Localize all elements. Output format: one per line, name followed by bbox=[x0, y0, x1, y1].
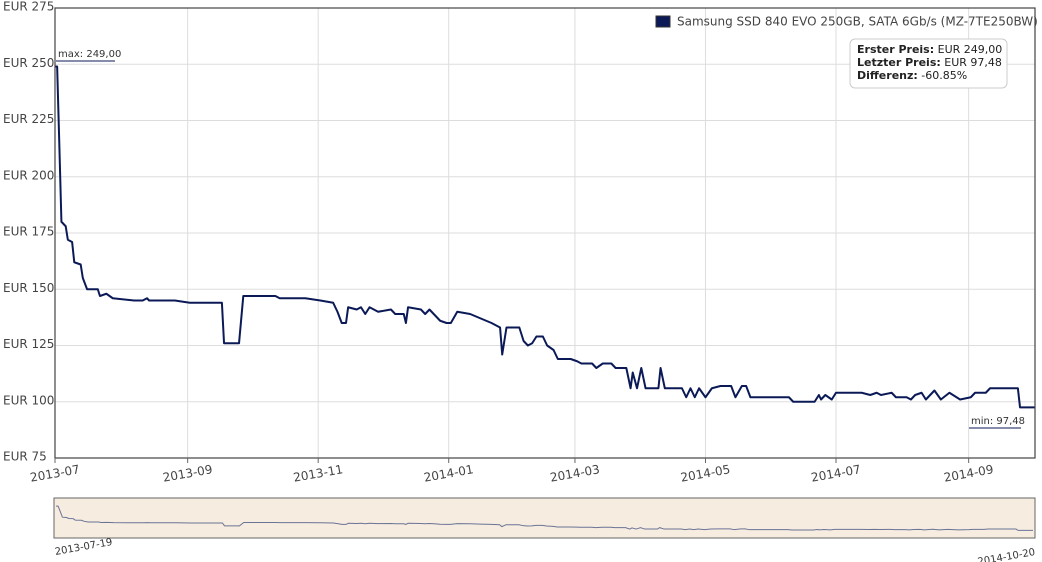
y-tick-label: EUR 150 bbox=[3, 281, 54, 295]
y-tick-label: EUR 175 bbox=[3, 225, 54, 239]
plot-border bbox=[54, 7, 1036, 459]
y-tick-label: EUR 225 bbox=[3, 112, 54, 126]
navigator-series bbox=[56, 505, 1033, 531]
info-label: Erster Preis: bbox=[857, 43, 934, 56]
min-label-box bbox=[969, 414, 1021, 428]
y-tick-label: EUR 75 bbox=[3, 450, 47, 464]
info-row: Letzter Preis: EUR 97,48 bbox=[857, 56, 1002, 69]
navigator-line bbox=[56, 505, 1033, 531]
info-label: Differenz: bbox=[857, 69, 918, 82]
legend-swatch bbox=[655, 15, 671, 28]
y-tick-label: EUR 275 bbox=[3, 0, 54, 14]
info-row: Differenz: -60.85% bbox=[857, 69, 967, 82]
legend-label: Samsung SSD 840 EVO 250GB, SATA 6Gb/s (M… bbox=[677, 15, 1038, 29]
info-value: EUR 97,48 bbox=[944, 56, 1002, 69]
info-box bbox=[849, 38, 1008, 89]
info-label: Letzter Preis: bbox=[857, 56, 941, 69]
navigator bbox=[53, 497, 1036, 539]
max-label: max: 249,00 bbox=[58, 49, 121, 60]
y-tick-label: EUR 125 bbox=[3, 337, 54, 351]
y-tick-label: EUR 100 bbox=[3, 393, 54, 407]
y-tick-label: EUR 250 bbox=[3, 56, 54, 70]
info-row: Erster Preis: EUR 249,00 bbox=[857, 43, 1002, 56]
info-value: EUR 249,00 bbox=[938, 43, 1003, 56]
series-line bbox=[55, 65, 1035, 409]
min-label: min: 97,48 bbox=[971, 416, 1025, 427]
info-value: -60.85% bbox=[921, 69, 967, 82]
max-label-box bbox=[56, 47, 115, 61]
plot-area bbox=[55, 65, 1035, 409]
y-tick-label: EUR 200 bbox=[3, 168, 54, 182]
